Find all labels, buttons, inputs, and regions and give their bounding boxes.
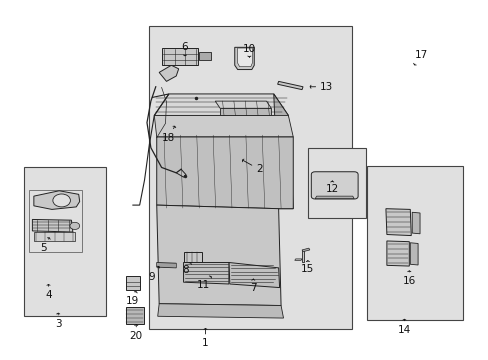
Polygon shape	[154, 116, 293, 137]
Text: 10: 10	[243, 44, 255, 57]
Bar	[126, 276, 140, 291]
Polygon shape	[157, 137, 293, 209]
Polygon shape	[411, 212, 419, 234]
Polygon shape	[386, 241, 408, 266]
Bar	[366, 166, 462, 320]
Polygon shape	[157, 262, 176, 268]
Bar	[125, 307, 144, 324]
Text: 18: 18	[162, 126, 175, 143]
Bar	[149, 26, 351, 329]
Text: 3: 3	[55, 313, 61, 329]
Text: 11: 11	[196, 276, 211, 290]
Polygon shape	[154, 94, 288, 116]
Polygon shape	[294, 259, 302, 260]
Polygon shape	[273, 94, 293, 209]
Text: 19: 19	[125, 292, 139, 306]
Polygon shape	[228, 262, 279, 288]
Bar	[34, 232, 75, 241]
Text: 5: 5	[40, 238, 50, 253]
Text: 7: 7	[249, 279, 256, 293]
Polygon shape	[315, 196, 353, 199]
Polygon shape	[220, 108, 271, 116]
Polygon shape	[157, 205, 281, 306]
Text: 2: 2	[242, 159, 262, 174]
Bar	[307, 148, 366, 218]
Polygon shape	[409, 243, 417, 265]
Text: 20: 20	[129, 325, 142, 341]
Text: 15: 15	[301, 261, 314, 274]
Polygon shape	[237, 48, 252, 67]
Polygon shape	[159, 65, 178, 81]
Text: 8: 8	[183, 262, 191, 275]
Polygon shape	[34, 191, 80, 210]
Text: 9: 9	[148, 266, 160, 282]
Text: 4: 4	[45, 284, 52, 301]
Text: 6: 6	[182, 42, 188, 56]
Bar	[198, 51, 210, 59]
Polygon shape	[158, 304, 283, 318]
Polygon shape	[183, 262, 228, 284]
Polygon shape	[215, 101, 271, 108]
Polygon shape	[277, 81, 303, 90]
Circle shape	[70, 222, 80, 229]
Text: 17: 17	[413, 50, 427, 65]
Text: 14: 14	[397, 319, 410, 335]
Bar	[24, 167, 106, 316]
Circle shape	[53, 194, 70, 207]
Polygon shape	[234, 47, 254, 69]
Text: 12: 12	[325, 181, 338, 194]
Text: 16: 16	[402, 271, 415, 286]
FancyBboxPatch shape	[311, 172, 357, 199]
Polygon shape	[385, 209, 410, 235]
Polygon shape	[302, 248, 309, 252]
Polygon shape	[302, 250, 304, 262]
Polygon shape	[32, 220, 73, 232]
Bar	[161, 48, 198, 65]
Bar	[29, 190, 81, 252]
Text: 1: 1	[202, 328, 208, 348]
Bar	[183, 252, 202, 262]
Text: 13: 13	[309, 82, 332, 92]
